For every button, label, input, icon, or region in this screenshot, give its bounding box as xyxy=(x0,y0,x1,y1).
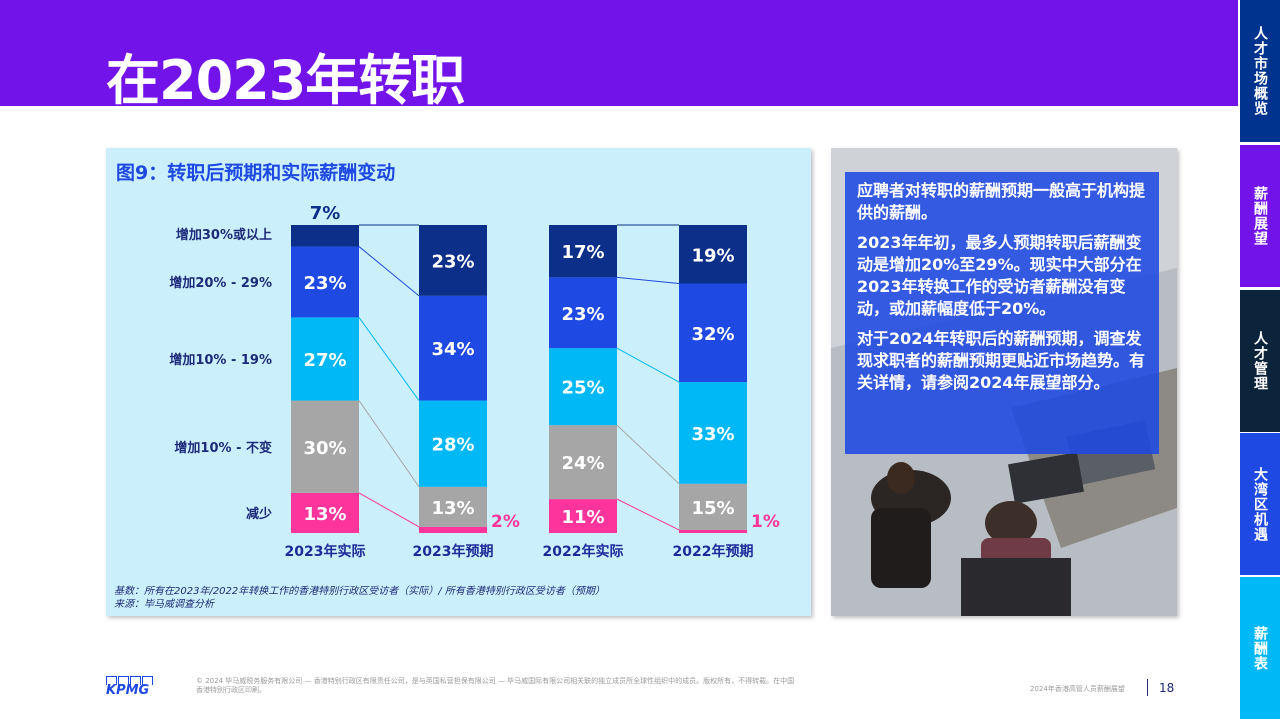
data-label: 15% xyxy=(691,498,734,519)
category-label: 2023年预期 xyxy=(413,543,494,560)
data-label: 23% xyxy=(561,304,604,325)
bar-segment xyxy=(291,492,359,533)
office-photo: 应聘者对转职的薪酬预期一般高于机构提供的薪酬。 2023年年初，最多人预期转职后… xyxy=(831,148,1177,616)
insight-paragraph-3: 对于2024年转职后的薪酬预期，调查发现求职者的薪酬预期更贴近市场趋势。有关详情… xyxy=(857,329,1146,392)
side-nav: 人才市场概览 薪酬展望 人才管理 大湾区机遇 薪酬表 xyxy=(1238,0,1280,720)
tab-salary-outlook[interactable]: 薪酬展望 xyxy=(1240,145,1280,287)
legend-label: 增加20% - 29% xyxy=(169,275,272,291)
connector-line xyxy=(358,492,420,528)
bar-segment xyxy=(679,382,747,484)
chart-title: 图9：转职后预期和实际薪酬变动 xyxy=(116,162,396,184)
bar-segment xyxy=(419,526,487,533)
bar-segment xyxy=(291,246,359,318)
bar-segment xyxy=(419,486,487,527)
bar-segment xyxy=(679,283,747,383)
data-label: 32% xyxy=(691,324,734,345)
data-label: 25% xyxy=(561,378,604,399)
report-name: 2024年香港高管人员薪酬展望 xyxy=(1030,685,1125,693)
data-label: 2% xyxy=(491,512,520,532)
bar-segment xyxy=(419,225,487,296)
data-label: 24% xyxy=(561,453,604,474)
bar-segment xyxy=(291,317,359,401)
data-label: 11% xyxy=(561,507,604,528)
bar-segment xyxy=(549,348,617,426)
legend-label: 减少 xyxy=(246,506,272,522)
chart-panel: 图9：转职后预期和实际薪酬变动 13% 30% 27% 23% 7% 2% 13% 28% 34… xyxy=(106,148,811,616)
connector-line xyxy=(616,276,680,285)
data-label: 23% xyxy=(303,273,346,294)
data-label: 28% xyxy=(431,435,474,456)
tab-talent-market-overview[interactable]: 人才市场概览 xyxy=(1240,0,1280,142)
stacked-bar-chart: 13% 30% 27% 23% 7% 2% 13% 28% 34% 23% 11% 24% 25% 23%… xyxy=(169,203,780,560)
data-label: 17% xyxy=(561,242,604,263)
connector-line xyxy=(616,498,680,531)
connector-line xyxy=(358,317,420,401)
bar-segment xyxy=(549,277,617,349)
data-label: 27% xyxy=(303,350,346,371)
page-number: 18 xyxy=(1159,681,1175,695)
bar-segment xyxy=(679,529,747,533)
bar-segment xyxy=(291,225,359,247)
data-label: 30% xyxy=(303,438,346,459)
tab-salary-tables[interactable]: 薪酬表 xyxy=(1240,577,1280,719)
page-separator xyxy=(1147,679,1148,696)
page-title: 在2023年转职 xyxy=(106,49,465,112)
data-label: 13% xyxy=(431,498,474,519)
header-banner xyxy=(0,0,1238,106)
bar-segment xyxy=(549,225,617,278)
bar-segment xyxy=(679,483,747,530)
footnote-source: 来源：毕马威调查分析 xyxy=(114,599,214,610)
data-label: 34% xyxy=(431,339,474,360)
bar-segment xyxy=(549,425,617,500)
connector-line xyxy=(358,400,420,488)
category-label: 2023年实际 xyxy=(285,543,366,560)
tab-gba-opportunities[interactable]: 大湾区机遇 xyxy=(1240,433,1280,575)
kpmg-logo: KPMG xyxy=(106,676,156,698)
bar-segment xyxy=(291,400,359,493)
insight-paragraph-2: 2023年年初，最多人预期转职后薪酬变动是增加20%至29%。现实中大部分在20… xyxy=(857,233,1142,318)
connector-line xyxy=(616,347,680,383)
bar-segment xyxy=(419,295,487,401)
category-label: 2022年预期 xyxy=(673,543,754,560)
connector-line xyxy=(358,246,420,297)
bar-segment xyxy=(549,499,617,533)
data-label: 1% xyxy=(751,512,780,532)
insight-text-box: 应聘者对转职的薪酬预期一般高于机构提供的薪酬。 2023年年初，最多人预期转职后… xyxy=(845,172,1159,454)
legend-label: 增加30%或以上 xyxy=(176,227,272,243)
connector-line xyxy=(616,424,680,485)
category-label: 2022年实际 xyxy=(543,543,624,560)
data-label: 23% xyxy=(431,251,474,272)
bar-segment xyxy=(679,225,747,284)
data-label: 33% xyxy=(691,424,734,445)
tab-talent-management[interactable]: 人才管理 xyxy=(1240,290,1280,432)
data-label: 13% xyxy=(303,504,346,525)
legend-label: 增加10% - 19% xyxy=(169,352,272,368)
data-label: 7% xyxy=(310,203,341,224)
copyright-text: © 2024 毕马威税务服务有限公司 — 香港特别行政区有限责任公司，是与英国私… xyxy=(196,677,795,694)
bar-segment xyxy=(419,400,487,487)
insight-paragraph-1: 应聘者对转职的薪酬预期一般高于机构提供的薪酬。 xyxy=(857,181,1146,222)
footnote-base: 基数：所有在2023年/2022年转换工作的香港特别行政区受访者（实际）/ 所有… xyxy=(114,586,605,597)
legend-label: 增加10% - 不变 xyxy=(174,440,272,456)
data-label: 19% xyxy=(691,245,734,266)
